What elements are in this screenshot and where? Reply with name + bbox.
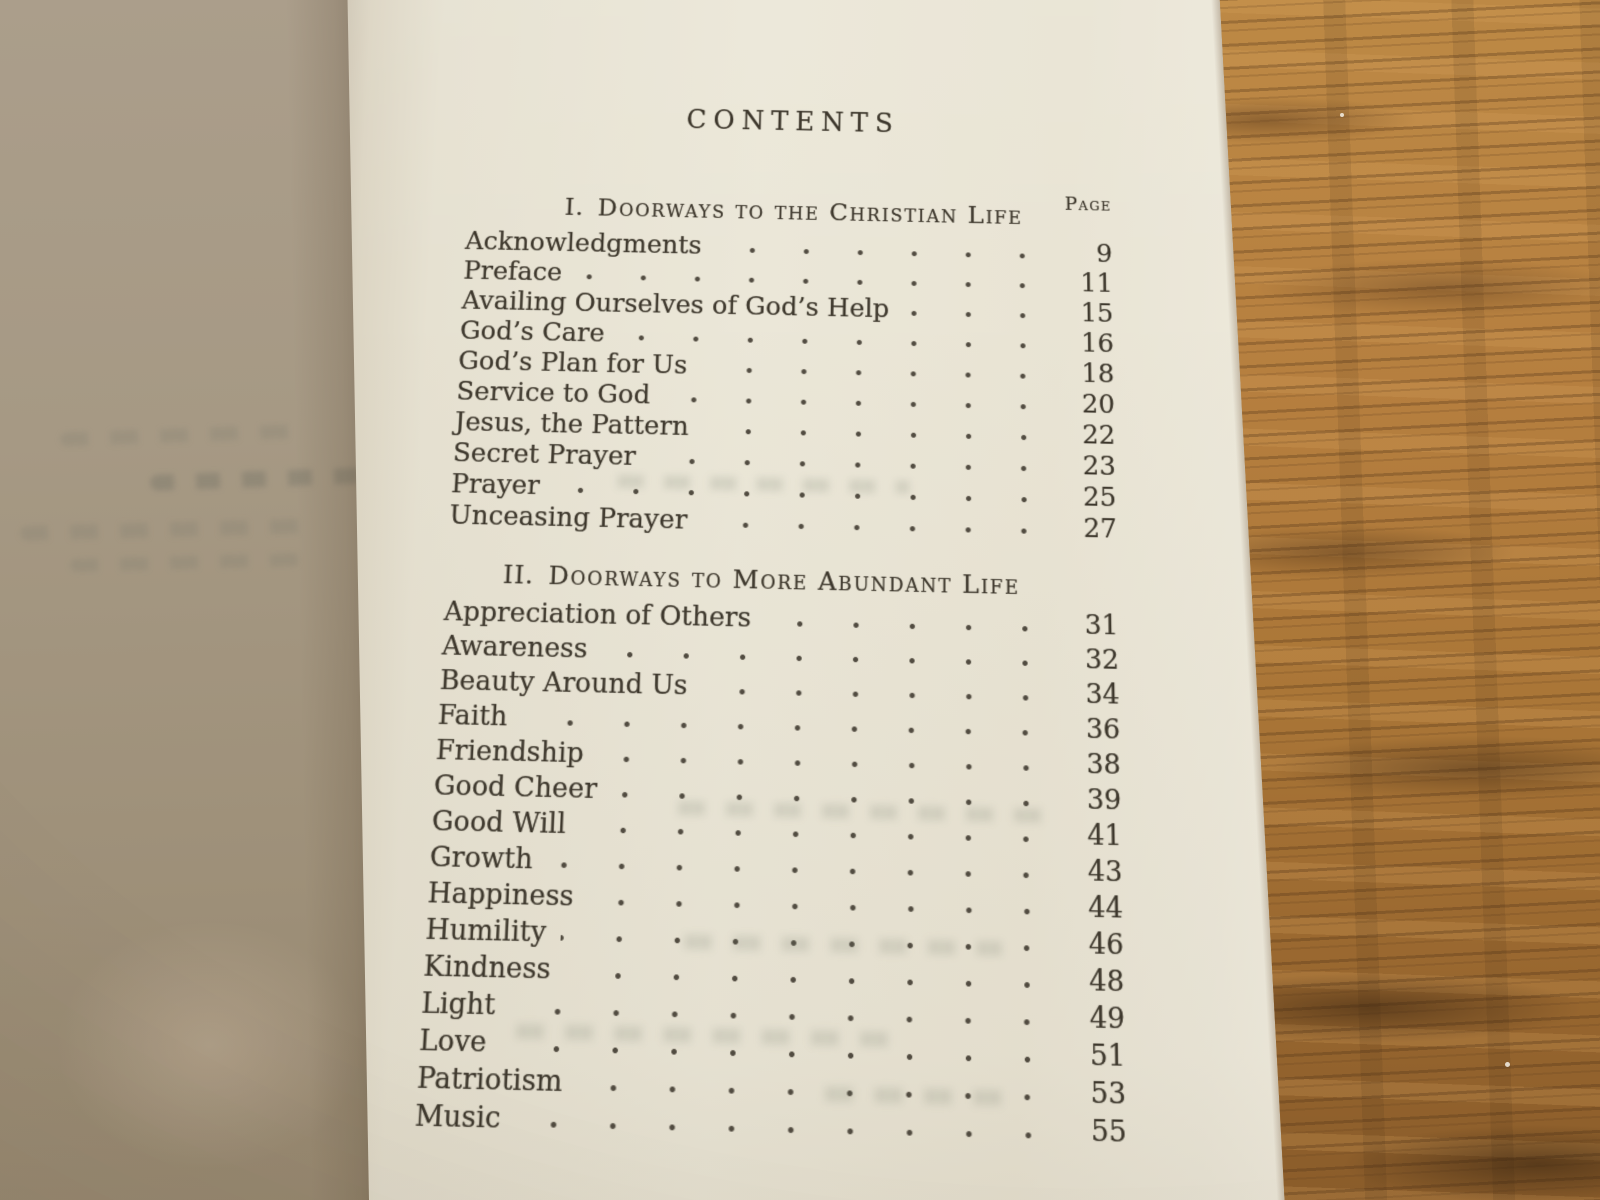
toc-entry-page: 15 [1080,298,1114,329]
toc-entry-page: 49 [1089,1001,1126,1037]
toc-entry-label: Music [413,1099,502,1136]
toc-entry-page: 11 [1080,269,1114,299]
toc-entry-label: Awareness [441,630,589,665]
left-page-highlight [40,880,380,1180]
toc-entry-label: Secret Prayer [452,438,637,472]
toc-entry-label: Preface [462,256,563,288]
toc-entry-label: Kindness [422,949,552,987]
toc-entry-page: 16 [1080,328,1115,359]
toc-entry-label: Love [418,1023,488,1060]
toc-entry-page: 32 [1084,644,1120,677]
toc-entry-label: Beauty Around Us [439,664,689,702]
toc-entry-page: 41 [1087,819,1123,853]
toc-entry-page: 9 [1095,239,1113,269]
toc-entry-label: Happiness [426,877,575,914]
toc-entry-page: 23 [1082,451,1117,482]
toc-entry-label: Service to God [455,376,651,411]
section-title: Doorways to More Abundant Life [547,560,1020,601]
toc-entry-label: Acknowledgments [464,226,703,261]
toc-entry-label: Faith [437,699,509,733]
dot-leader [902,295,1055,329]
toc-entry-label: Jesus, the Pattern [453,407,690,442]
toc-entry-label: Prayer [450,469,541,502]
toc-entry-page: 31 [1084,609,1119,642]
toc-section-2-rows: Appreciation of Others 31 Awareness 32 B… [414,595,1127,1152]
left-page [0,0,431,1200]
toc-entry-page: 53 [1090,1076,1127,1112]
dust-speck [1340,113,1344,117]
toc-entry-page: 34 [1085,678,1120,711]
toc-entry-page: 39 [1086,783,1122,817]
toc-entry-page: 36 [1085,713,1121,747]
toc-entry-page: 22 [1081,420,1116,451]
toc-entry-page: 51 [1089,1038,1126,1074]
toc-entry-page: 18 [1081,359,1115,390]
section-numeral: I. [564,192,585,221]
toc-entry-page: 43 [1087,855,1123,889]
section-numeral: II. [502,559,535,590]
toc-entry-label: Patriotism [416,1061,564,1099]
toc-entry-page: 48 [1088,964,1125,999]
toc-entry-page: 38 [1086,748,1121,782]
page-title: CONTENTS [686,105,900,139]
toc-entry-label: Good Cheer [433,769,598,806]
toc-entry-label: Unceasing Prayer [448,500,688,536]
toc-section-1-rows: Acknowledgments 9 Preface 11 Availing Ou… [449,227,1118,546]
toc-entry-page: 44 [1087,891,1124,926]
toc-entry-label: God’s Care [459,316,606,349]
toc-entry-label: God’s Plan for Us [457,346,688,381]
toc-entry-page: 27 [1083,513,1118,545]
toc-entry-page: 25 [1082,482,1117,514]
wood-table [1219,0,1600,1200]
toc-entry-page: 20 [1081,389,1116,421]
toc-entry-page: 46 [1088,927,1124,962]
dot-leader [700,505,1057,545]
toc-entry-label: Friendship [435,734,585,770]
toc-entry-label: Humility [424,913,547,950]
toc-entry-page: 55 [1090,1114,1127,1150]
toc-entry-label: Growth [428,840,534,876]
toc-entry-label: Good Will [430,805,567,841]
dust-speck [1505,1062,1510,1067]
toc-entry-label: Light [420,986,497,1023]
